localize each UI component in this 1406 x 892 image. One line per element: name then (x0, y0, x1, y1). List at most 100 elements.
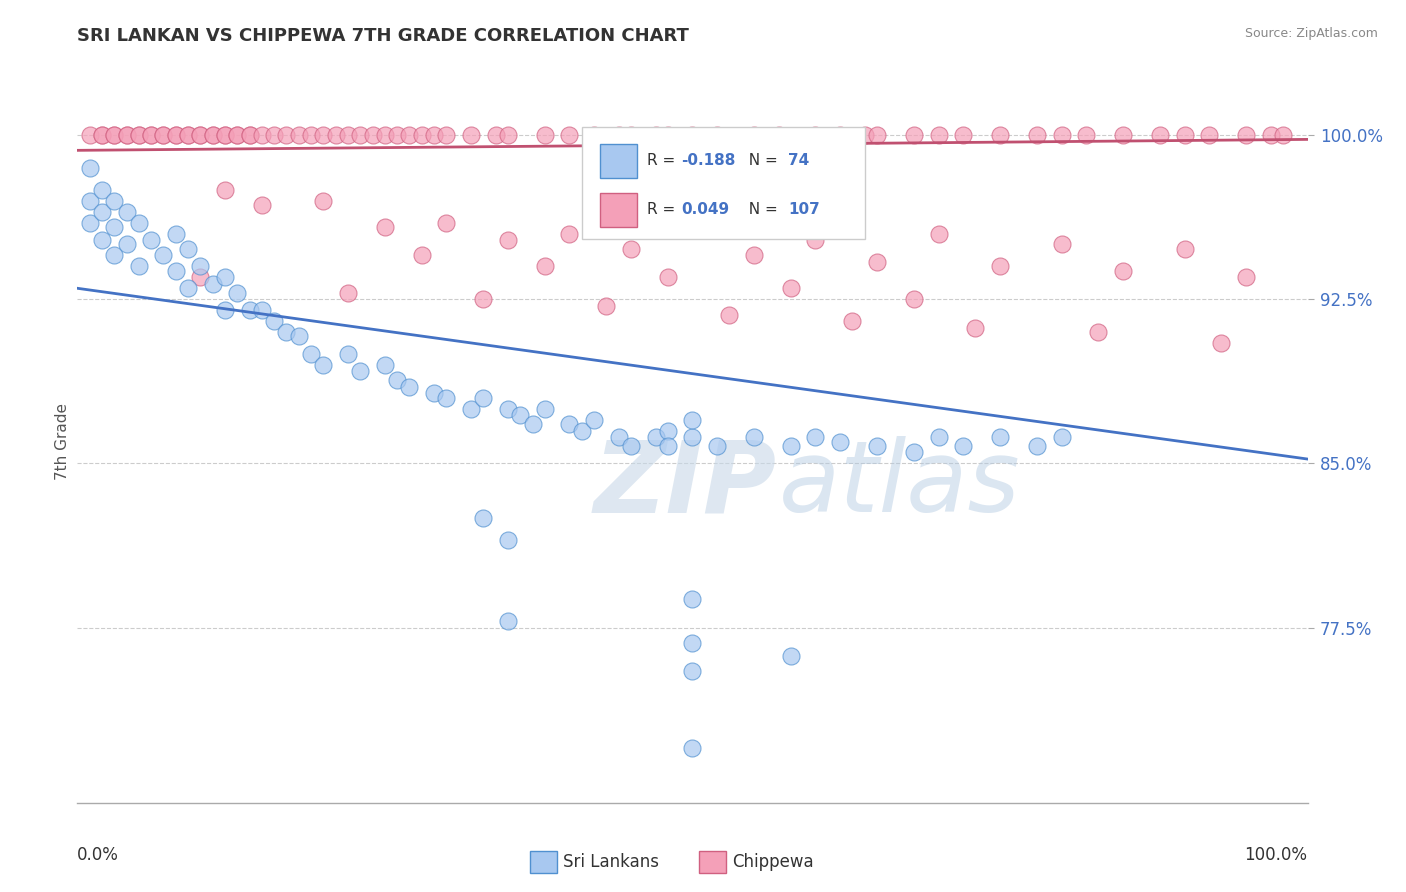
Point (903, 445, 925, 459)
Text: 0.0%: 0.0% (77, 847, 120, 864)
Point (460, 128, 482, 142)
Point (866, 255, 889, 269)
Point (988, 128, 1011, 142)
Point (558, 227, 581, 241)
Text: SRI LANKAN VS CHIPPEWA 7TH GRADE CORRELATION CHART: SRI LANKAN VS CHIPPEWA 7TH GRADE CORRELA… (77, 27, 689, 45)
Point (534, 128, 557, 142)
Point (115, 204, 138, 219)
Point (1272, 128, 1295, 142)
Point (165, 227, 187, 241)
Point (496, 401, 519, 416)
Point (128, 128, 150, 142)
Point (250, 198, 273, 212)
FancyBboxPatch shape (530, 851, 557, 873)
Point (239, 128, 262, 142)
Point (928, 227, 950, 241)
Point (496, 233, 519, 247)
Point (90, 183, 114, 197)
Point (718, 308, 741, 322)
Point (90, 233, 114, 247)
Point (682, 636, 704, 650)
Point (423, 386, 446, 401)
Point (349, 128, 371, 142)
Point (583, 128, 606, 142)
Point (830, 128, 852, 142)
Point (165, 128, 187, 142)
Point (1076, 128, 1098, 142)
Point (201, 128, 224, 142)
Text: Chippewa: Chippewa (733, 853, 814, 871)
Text: R =: R = (647, 153, 681, 168)
Point (214, 128, 236, 142)
Point (1112, 264, 1135, 278)
Point (607, 128, 630, 142)
Point (485, 128, 508, 142)
Point (385, 128, 409, 142)
Text: ZIP: ZIP (595, 436, 778, 533)
Point (141, 128, 163, 142)
FancyBboxPatch shape (582, 128, 865, 239)
Point (472, 292, 495, 306)
Point (866, 128, 889, 142)
Point (988, 260, 1011, 274)
Point (177, 128, 200, 142)
Point (385, 373, 409, 387)
Point (79, 128, 101, 142)
Point (682, 219, 704, 234)
Point (644, 128, 666, 142)
Point (103, 248, 125, 262)
Point (706, 439, 728, 453)
Point (952, 439, 974, 453)
Text: -0.188: -0.188 (682, 153, 735, 168)
FancyBboxPatch shape (699, 851, 725, 873)
Point (299, 128, 322, 142)
Point (288, 329, 311, 343)
Point (299, 347, 322, 361)
Text: 100.0%: 100.0% (1244, 847, 1308, 864)
Point (188, 128, 212, 142)
Point (128, 260, 150, 274)
Point (177, 128, 200, 142)
Point (90, 128, 114, 142)
Point (188, 260, 212, 274)
Point (374, 128, 396, 142)
Point (103, 128, 125, 142)
Point (682, 128, 704, 142)
Point (276, 128, 298, 142)
Point (509, 409, 531, 423)
Point (411, 128, 433, 142)
Point (349, 364, 371, 378)
Point (152, 248, 174, 262)
Point (103, 194, 125, 208)
Point (1050, 128, 1073, 142)
Point (214, 270, 236, 285)
Text: 107: 107 (789, 202, 820, 217)
Point (583, 412, 606, 426)
FancyBboxPatch shape (600, 144, 637, 178)
Point (780, 439, 803, 453)
Point (374, 219, 396, 234)
Point (682, 741, 704, 756)
Text: R =: R = (647, 202, 681, 217)
Point (682, 665, 704, 679)
Point (657, 439, 679, 453)
Point (804, 233, 827, 247)
Text: N =: N = (740, 202, 783, 217)
Point (928, 430, 950, 444)
Point (374, 358, 396, 372)
FancyBboxPatch shape (600, 193, 637, 227)
Point (103, 128, 125, 142)
Point (1198, 128, 1220, 142)
Point (620, 128, 643, 142)
Point (226, 285, 249, 300)
Text: Sri Lankans: Sri Lankans (564, 853, 659, 871)
Point (214, 128, 236, 142)
Point (1149, 128, 1171, 142)
Point (312, 194, 335, 208)
Point (571, 424, 593, 438)
Point (620, 439, 643, 453)
Point (152, 128, 174, 142)
Point (141, 128, 163, 142)
Point (288, 128, 311, 142)
Point (682, 592, 704, 607)
